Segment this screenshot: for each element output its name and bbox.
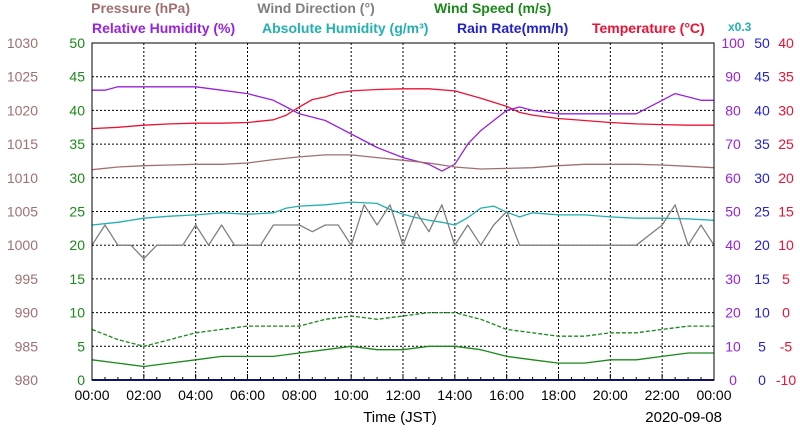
temperature-tick-label: -5	[780, 338, 793, 354]
pressure-tick-label: 1020	[7, 102, 38, 118]
plot-frame	[91, 42, 715, 381]
pressure-tick-label: 980	[15, 372, 39, 388]
humidity-tick-label: 50	[725, 204, 741, 220]
x-tick-label: 18:00	[541, 387, 576, 403]
legend-relative-humidity: Relative Humidity (%)	[92, 20, 235, 36]
humidity-tick-label: 30	[725, 271, 741, 287]
pressure-tick-label: 1025	[7, 69, 38, 85]
x-axis-label: Time (JST)	[363, 409, 437, 426]
x-tick-label: 14:00	[437, 387, 472, 403]
humidity-tick-label: 60	[725, 170, 741, 186]
series-temperature	[91, 88, 714, 130]
rain-tick-label: 25	[754, 204, 770, 220]
x-tick-label: 02:00	[126, 387, 161, 403]
humidity-tick-label: 20	[725, 305, 741, 321]
pressure-tick-label: 985	[15, 338, 39, 354]
legend-wind-speed: Wind Speed (m/s)	[434, 0, 551, 16]
temperature-tick-label: 15	[778, 204, 794, 220]
wind-speed-tick-label: 0	[77, 372, 85, 388]
series-relative-humidity	[92, 86, 714, 172]
rain-tick-label: 40	[754, 102, 770, 118]
rain-tick-label: 15	[754, 271, 770, 287]
wind-speed-tick-label: 50	[69, 35, 85, 51]
wind-speed-tick-label: 20	[69, 237, 85, 253]
legend-wind-direction: Wind Direction (°)	[257, 0, 374, 16]
temperature-tick-label: 20	[778, 170, 794, 186]
x-tick-label: 06:00	[230, 387, 265, 403]
series-wind-speed-max	[91, 311, 714, 347]
pressure-tick-label: 1005	[7, 204, 38, 220]
series-pressure	[91, 154, 715, 171]
wind-speed-tick-label: 25	[69, 204, 85, 220]
wind-speed-tick-label: 5	[77, 338, 85, 354]
series-wind-direction	[91, 204, 715, 260]
humidity-tick-label: 100	[721, 35, 745, 51]
rain-tick-label: 20	[754, 237, 770, 253]
humidity-tick-label: 10	[725, 338, 741, 354]
x-tick-label: 20:00	[593, 387, 628, 403]
wind-speed-tick-label: 30	[69, 170, 85, 186]
pressure-tick-label: 1010	[7, 170, 38, 186]
humidity-tick-label: 40	[725, 237, 741, 253]
rain-tick-label: 0	[758, 372, 766, 388]
legend-rain-rate: Rain Rate(mm/h)	[457, 20, 568, 36]
humidity-tick-label: 0	[729, 372, 737, 388]
temperature-tick-label: -10	[776, 372, 796, 388]
grid	[91, 43, 715, 380]
x-tick-label: 00:00	[74, 387, 109, 403]
wind-speed-tick-label: 35	[69, 136, 85, 152]
x-tick-label: 08:00	[282, 387, 317, 403]
legend-temperature: Temperature (°C)	[592, 20, 705, 36]
pressure-tick-label: 1000	[7, 237, 38, 253]
rain-tick-label: 5	[758, 338, 766, 354]
humidity-tick-label: 80	[725, 102, 741, 118]
x-tick-label: 00:00	[696, 387, 731, 403]
x-tick-label: 16:00	[489, 387, 524, 403]
temperature-tick-label: 30	[778, 102, 794, 118]
x-tick-label: 22:00	[645, 387, 680, 403]
x-tick-label: 10:00	[334, 387, 369, 403]
temperature-tick-label: 25	[778, 136, 794, 152]
axis-labels: 00:00 02:00 04:00 06:00 08:00 10:00 12:00 14:00…	[7, 35, 796, 403]
rain-tick-label: 10	[754, 305, 770, 321]
temperature-tick-label: 5	[782, 271, 790, 287]
wind-speed-tick-label: 40	[69, 102, 85, 118]
x-tick-label: 04:00	[178, 387, 213, 403]
scale-note: x0.3	[728, 20, 752, 34]
wind-speed-tick-label: 15	[69, 271, 85, 287]
wind-speed-tick-label: 10	[69, 305, 85, 321]
legend-pressure: Pressure (hPa)	[91, 0, 190, 16]
rain-tick-label: 30	[754, 170, 770, 186]
pressure-tick-label: 1015	[7, 136, 38, 152]
humidity-tick-label: 90	[725, 69, 741, 85]
pressure-tick-label: 1030	[7, 35, 38, 51]
humidity-tick-label: 70	[725, 136, 741, 152]
temperature-tick-label: 10	[778, 237, 794, 253]
rain-tick-label: 50	[754, 35, 770, 51]
wind-speed-tick-label: 45	[69, 69, 85, 85]
legend-absolute-humidity: Absolute Humidity (g/m³)	[262, 20, 428, 36]
series-wind-speed-avg	[91, 345, 714, 368]
rain-tick-label: 35	[754, 136, 770, 152]
temperature-tick-label: 35	[778, 69, 794, 85]
pressure-tick-label: 995	[15, 271, 39, 287]
rain-tick-label: 45	[754, 69, 770, 85]
chart-date: 2020-09-08	[645, 409, 722, 426]
series-absolute-humidity	[91, 201, 715, 226]
temperature-tick-label: 0	[782, 305, 790, 321]
pressure-tick-label: 990	[15, 305, 39, 321]
temperature-tick-label: 40	[778, 35, 794, 51]
x-tick-label: 12:00	[385, 387, 420, 403]
